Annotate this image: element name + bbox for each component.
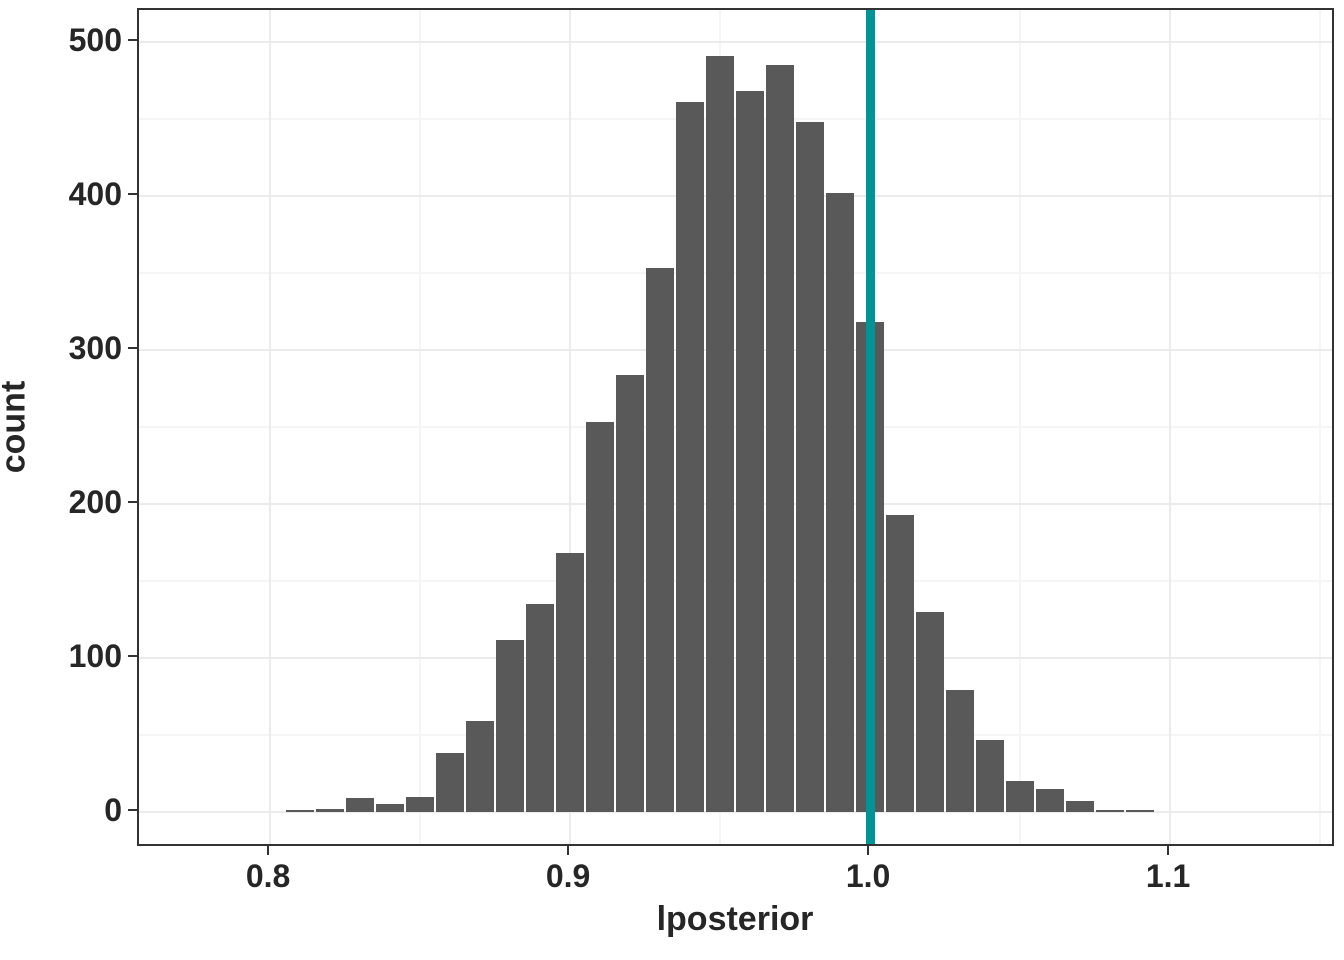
histogram-bar	[496, 639, 525, 812]
x-tick-label: 0.9	[545, 858, 591, 894]
y-axis-tick	[128, 39, 137, 42]
histogram-bar	[316, 808, 345, 812]
histogram-bar	[1006, 781, 1035, 812]
y-axis-tick	[128, 347, 137, 349]
histogram-bar	[466, 721, 495, 812]
histogram-bar	[286, 810, 315, 812]
histogram-bar	[646, 268, 675, 812]
major-gridline-y	[139, 349, 1332, 351]
minor-gridline-y	[139, 733, 1332, 736]
y-axis-tick	[128, 654, 137, 657]
y-tick-label: 500	[68, 22, 122, 59]
histogram-bar	[376, 804, 405, 812]
y-axis-tick	[128, 193, 137, 196]
reference-line	[865, 10, 875, 844]
histogram-bar	[766, 65, 795, 812]
histogram-bar	[796, 122, 825, 812]
y-tick-label: 400	[68, 176, 122, 213]
major-gridline-x	[1169, 10, 1172, 844]
y-axis-tick	[128, 808, 137, 811]
major-gridline-x	[269, 10, 272, 844]
plot-panel	[137, 8, 1334, 846]
histogram-bar	[916, 611, 945, 812]
x-axis-tick	[567, 846, 570, 855]
major-gridline-y	[139, 810, 1332, 813]
y-tick-label: 300	[68, 330, 122, 366]
histogram-bar	[1066, 801, 1095, 812]
minor-gridline-y	[139, 425, 1332, 428]
x-axis-tick	[1167, 846, 1170, 855]
y-tick-label: 200	[68, 483, 122, 520]
x-axis-title: lposterior	[656, 900, 814, 938]
histogram-bar	[1126, 810, 1155, 812]
minor-gridline-y	[139, 272, 1332, 274]
histogram-bar	[706, 55, 735, 812]
histogram-bar	[526, 604, 555, 812]
histogram-bar	[886, 514, 915, 812]
major-gridline-y	[139, 656, 1332, 659]
y-tick-label: 0	[104, 791, 122, 828]
histogram-bar	[616, 374, 645, 812]
histogram-bar	[1036, 788, 1065, 812]
histogram-bar	[736, 91, 765, 812]
minor-gridline-x	[1319, 10, 1322, 844]
histogram-bar	[586, 422, 615, 812]
x-tick-label: 0.8	[245, 858, 291, 894]
x-axis-tick	[267, 846, 270, 855]
histogram-bar	[976, 739, 1005, 812]
y-axis-title: count	[0, 380, 33, 474]
x-tick-label: 1.0	[845, 858, 891, 894]
minor-gridline-y	[139, 118, 1332, 121]
major-gridline-y	[139, 502, 1332, 505]
major-gridline-y	[139, 41, 1332, 44]
histogram-bar	[826, 192, 855, 812]
histogram-bar	[436, 753, 465, 812]
x-axis-tick	[867, 846, 870, 855]
y-axis-tick	[128, 500, 137, 503]
minor-gridline-y	[139, 579, 1332, 582]
histogram-bar	[1096, 810, 1125, 812]
y-tick-label: 100	[68, 637, 122, 674]
major-gridline-y	[139, 195, 1332, 198]
major-gridline-x	[569, 10, 572, 844]
histogram-bar	[946, 690, 975, 812]
x-tick-label: 1.1	[1145, 858, 1191, 894]
histogram-bar	[676, 102, 705, 812]
histogram-bar	[406, 796, 435, 812]
histogram-bar	[346, 798, 375, 812]
minor-gridline-x	[419, 10, 422, 844]
minor-gridline-x	[1019, 10, 1022, 844]
histogram-bar	[556, 553, 585, 812]
